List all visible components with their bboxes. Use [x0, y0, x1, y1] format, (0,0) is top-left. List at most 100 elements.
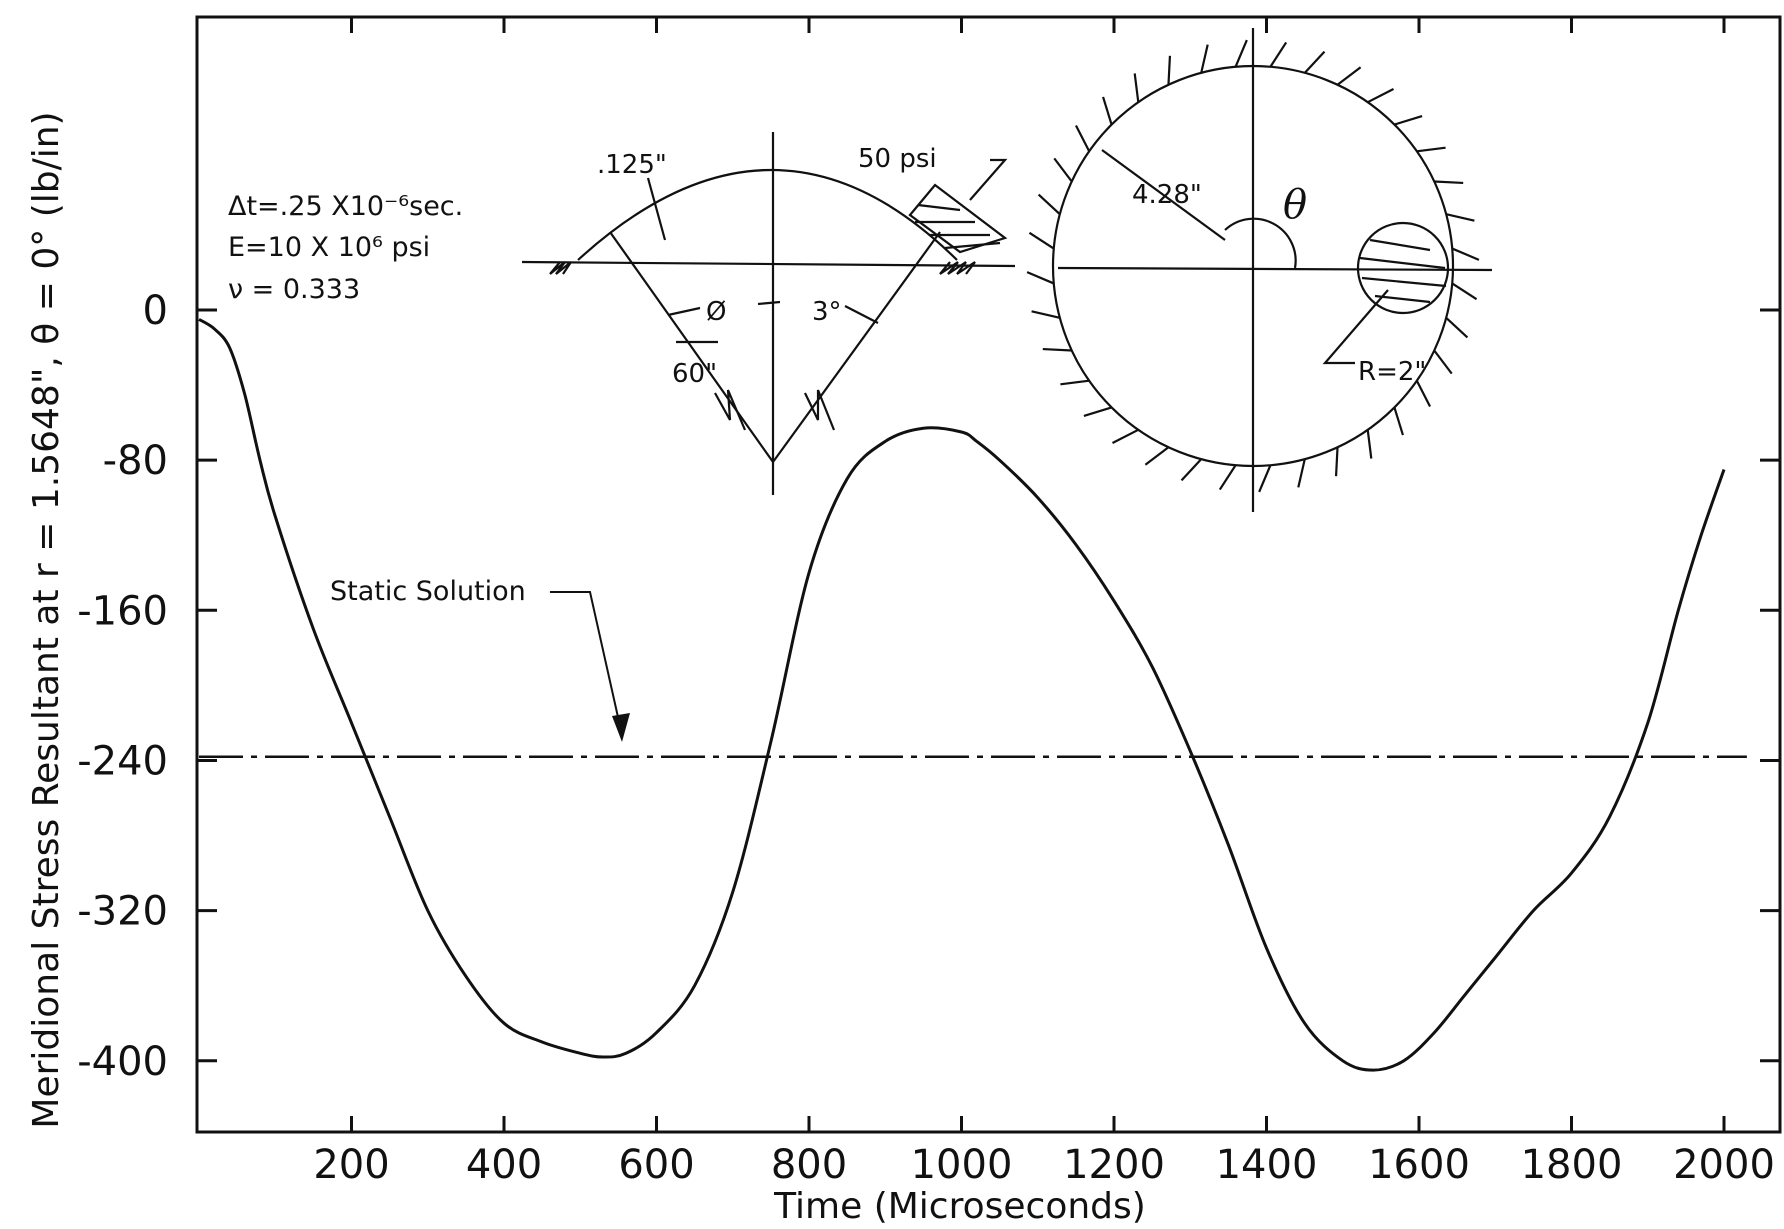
- sphere-support-tick: [1180, 458, 1203, 482]
- pressure-load-block: [908, 183, 1008, 254]
- phi-label: Ø: [706, 297, 726, 327]
- hatch-support-right: [939, 261, 976, 275]
- load-radius-label: R=2": [1358, 357, 1426, 387]
- sphere-support-tick: [1112, 428, 1139, 445]
- sphere-support-tick: [1366, 429, 1373, 459]
- sphere-support-tick: [1167, 55, 1172, 85]
- sphere-support-tick: [1037, 193, 1061, 216]
- x-tick-label: 800: [771, 1142, 847, 1188]
- shell-baseline: [521, 260, 1016, 268]
- sphere-support-tick: [1031, 310, 1061, 319]
- sphere-support-tick: [1133, 73, 1140, 103]
- pressure-leader: [969, 158, 1008, 201]
- sphere-support-tick: [1053, 157, 1073, 183]
- y-tick-label: 0: [143, 288, 168, 334]
- load-hatch-2: [1359, 256, 1446, 270]
- y-axis-title: Meridional Stress Resultant at r = 1.564…: [26, 111, 67, 1128]
- sphere-support-tick: [1415, 380, 1432, 407]
- radius-break-left: [714, 389, 747, 431]
- load-region-circle: [1356, 221, 1450, 315]
- load-radius-leader: [1322, 289, 1389, 365]
- static-solution-leader: [550, 591, 623, 736]
- static-solution-arrowhead: [612, 713, 630, 742]
- sphere-support-tick: [1028, 231, 1055, 250]
- sphere-support-tick: [1416, 146, 1446, 153]
- theta-label: θ: [1283, 182, 1307, 228]
- phi-arrow-right: [757, 300, 781, 306]
- y-tick-label: -80: [103, 438, 168, 484]
- sphere-support-tick: [1297, 458, 1306, 488]
- shell-section-schematic: [521, 132, 1016, 495]
- x-tick-label: 1400: [1216, 1142, 1318, 1188]
- sphere-support-tick: [1367, 87, 1394, 104]
- angle-arrow-right: [844, 305, 879, 324]
- sphere-support-tick: [1451, 247, 1480, 261]
- load-hatch-1: [1369, 238, 1431, 252]
- load-hatch-3: [1361, 276, 1447, 288]
- sphere-support-tick: [1074, 125, 1091, 152]
- axis-tick-labels: 200 400 600 800 1000 1200 1400 1600 1800 2000 0 -80…: [77, 288, 1775, 1188]
- sphere-support-tick: [1269, 41, 1288, 68]
- pressure-label: 50 psi: [858, 144, 937, 174]
- param-poisson: ν = 0.333: [228, 274, 360, 305]
- sphere-support-tick: [1218, 464, 1237, 491]
- sphere-horizontal-axis: [1057, 266, 1493, 272]
- stress-series-line: [198, 318, 1726, 1072]
- plot-frame: [195, 15, 1782, 1134]
- x-tick-label: 2000: [1673, 1142, 1775, 1188]
- sphere-support-tick: [1083, 406, 1112, 417]
- phi-arrow-left: [667, 306, 701, 317]
- sphere-support-tick: [1334, 447, 1339, 477]
- thickness-label: .125": [597, 150, 667, 180]
- x-tick-label: 200: [313, 1142, 389, 1188]
- sphere-support-ticks: [1026, 39, 1480, 493]
- sphere-support-tick: [1393, 407, 1404, 436]
- shell-arc: [577, 168, 958, 261]
- x-tick-label: 1000: [911, 1142, 1013, 1188]
- sphere-support-tick: [1102, 96, 1113, 125]
- sphere-support-tick: [1060, 379, 1090, 386]
- thickness-leader: [646, 177, 667, 241]
- sphere-support-tick: [1445, 213, 1475, 222]
- x-axis-title: Time (Microseconds): [773, 1186, 1146, 1227]
- sphere-schematic: [1026, 28, 1493, 512]
- param-delta-t: Δt=.25 X10⁻⁶sec.: [228, 191, 463, 222]
- radius-break-right: [804, 389, 836, 431]
- shell-radius-label: 60": [672, 359, 717, 389]
- sphere-support-tick: [1042, 347, 1072, 352]
- x-tick-label: 1800: [1521, 1142, 1623, 1188]
- sphere-support-tick: [1303, 50, 1326, 74]
- sphere-support-tick: [1336, 66, 1362, 86]
- angle-label: 3°: [812, 297, 842, 327]
- y-tick-label: -320: [77, 889, 168, 935]
- pressure-hatch-4: [944, 241, 1001, 250]
- sphere-support-tick: [1394, 115, 1423, 126]
- static-solution-label: Static Solution: [330, 576, 526, 607]
- axis-ticks: [197, 17, 1780, 1132]
- pressure-hatch-1: [917, 203, 961, 212]
- sphere-support-tick: [1144, 446, 1170, 466]
- sphere-support-tick: [1200, 44, 1209, 74]
- sphere-support-tick: [1451, 282, 1478, 301]
- y-tick-label: -160: [77, 588, 168, 634]
- sphere-radius-leader: [1101, 149, 1226, 241]
- shell-radius-right: [772, 231, 941, 463]
- sphere-support-tick: [1258, 464, 1272, 493]
- sphere-support-tick: [1445, 316, 1469, 339]
- hatch-support-left: [549, 261, 572, 275]
- shell-radius-left: [609, 231, 774, 463]
- sphere-support-tick: [1434, 180, 1464, 185]
- x-tick-label: 1200: [1063, 1142, 1165, 1188]
- theta-arc: [1224, 217, 1297, 269]
- x-tick-label: 600: [618, 1142, 694, 1188]
- y-tick-label: -400: [77, 1039, 168, 1085]
- x-tick-label: 1600: [1368, 1142, 1470, 1188]
- param-modulus: E=10 X 10⁶ psi: [228, 232, 430, 263]
- sphere-support-tick: [1234, 39, 1248, 68]
- sphere-support-tick: [1026, 271, 1055, 285]
- x-tick-label: 400: [466, 1142, 542, 1188]
- load-hatch-4: [1374, 294, 1431, 304]
- sphere-radius-label: 4.28": [1132, 180, 1202, 210]
- y-tick-label: -240: [77, 738, 168, 784]
